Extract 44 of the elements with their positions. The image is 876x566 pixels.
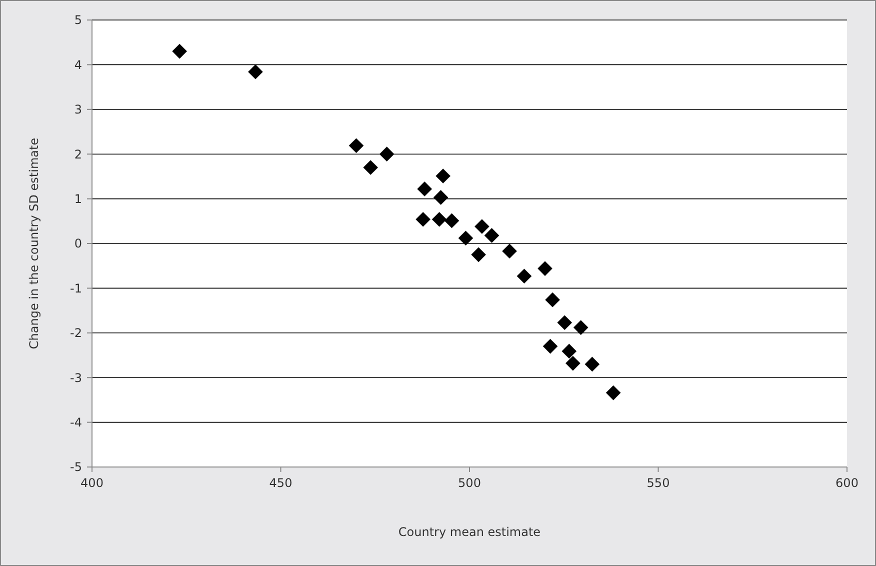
point xyxy=(363,160,378,175)
point xyxy=(562,344,577,359)
point xyxy=(573,320,588,335)
point xyxy=(417,182,432,196)
x-axis-title: Country mean estimate xyxy=(398,525,541,539)
point xyxy=(584,356,600,372)
point xyxy=(172,44,187,59)
y-tick-label: 4 xyxy=(74,58,82,72)
point xyxy=(542,338,558,354)
y-axis-title: Change in the country SD estimate xyxy=(27,138,41,350)
point xyxy=(545,292,560,308)
y-tick-label: 3 xyxy=(74,102,82,117)
y-tick-label: 5 xyxy=(74,13,82,28)
x-tick-label: 500 xyxy=(458,476,481,490)
point xyxy=(606,385,621,400)
point xyxy=(379,146,394,162)
point xyxy=(416,212,430,227)
y-tick-label: 1 xyxy=(74,192,82,206)
point xyxy=(557,315,572,330)
point xyxy=(474,219,490,234)
x-tick-label: 400 xyxy=(80,476,104,490)
point xyxy=(436,168,450,184)
x-tick-label: 600 xyxy=(836,476,858,490)
x-tick-label: 450 xyxy=(269,476,292,490)
x-tick-label: 550 xyxy=(646,476,670,490)
point xyxy=(566,356,580,371)
point xyxy=(484,228,500,243)
y-tick-label: 0 xyxy=(74,236,82,251)
y-tick-label: 2 xyxy=(74,147,82,162)
y-tick-label: -5 xyxy=(70,460,82,474)
point xyxy=(348,138,364,154)
point xyxy=(516,268,532,284)
point xyxy=(458,230,474,246)
point xyxy=(444,213,460,228)
point xyxy=(538,261,552,276)
point xyxy=(471,247,486,262)
y-tick-label: -2 xyxy=(70,326,82,340)
y-tick-label: -1 xyxy=(70,281,82,296)
point xyxy=(502,244,517,259)
y-tick-label: -3 xyxy=(70,370,82,385)
point xyxy=(432,212,447,227)
y-tick-label: -4 xyxy=(70,416,82,430)
point xyxy=(433,190,448,205)
point xyxy=(248,64,263,80)
